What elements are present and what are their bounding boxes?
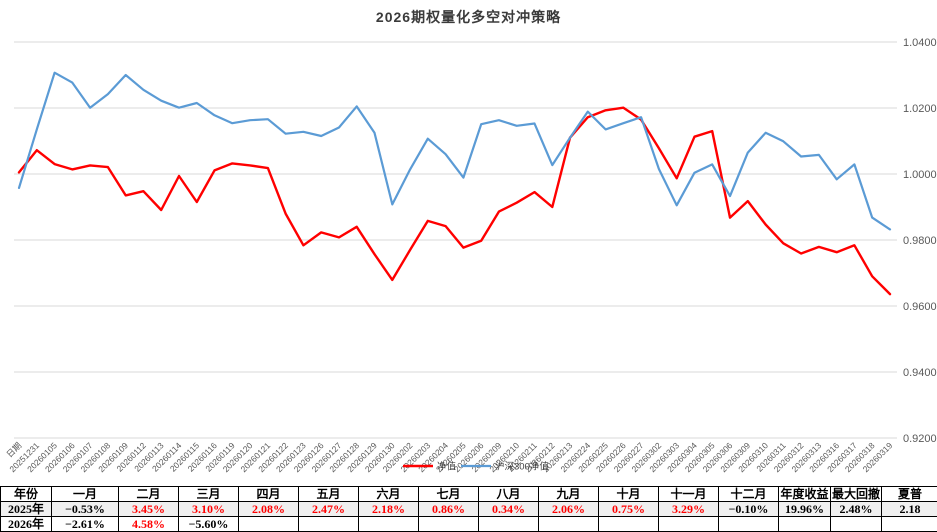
table-header-cell: 十一月 [658,486,719,502]
value-cell [881,516,937,532]
chart-title: 2026期权量化多空对冲策略 [375,9,562,25]
table-header-cell: 十二月 [718,486,779,502]
hs300-line [17,71,892,231]
y-tick-label: 0.9800 [903,235,937,247]
table-header-row: 年份 一月 二月 三月 四月 五月 六月 七月 八月 九月 十月 十一月 十二月 年度收益 最大回撤 夏普 [0,486,937,502]
value-cell: 0.86% [418,501,479,517]
value-cell: 3.45% [118,501,179,517]
legend-hs300-label: 沪深300净值 [495,461,549,473]
y-tick-label: 1.0000 [903,169,937,181]
value-cell: 19.96% [778,501,831,517]
value-cell [478,516,539,532]
y-tick-label: 1.0400 [903,37,937,49]
table-header-cell: 年份 [0,486,52,502]
value-cell [718,516,779,532]
value-cell [778,516,831,532]
value-cell [598,516,659,532]
table-header-cell: 七月 [418,486,479,502]
value-cell: 2.08% [238,501,299,517]
table-header-cell: 夏普 [881,486,937,502]
y-tick-label: 0.9600 [903,301,937,313]
table-header-cell: 年度收益 [778,486,831,502]
value-cell [658,516,719,532]
value-cell: 2.48% [830,501,882,517]
value-cell: 3.29% [658,501,719,517]
table-header-cell: 最大回撤 [830,486,882,502]
value-cell: 2.47% [298,501,359,517]
table-header-cell: 八月 [478,486,539,502]
value-cell: 0.34% [478,501,539,517]
value-cell [538,516,599,532]
table-header-cell: 五月 [298,486,359,502]
table-row: 2025年 −0.53% 3.45% 3.10% 2.08% 2.47% 2.18% 0.86… [0,501,937,517]
legend-net-value-label: 净值 [437,461,457,473]
table-header-cell: 三月 [178,486,239,502]
net-value-line [17,106,892,296]
table-header-cell: 九月 [538,486,599,502]
value-cell [358,516,419,532]
year-cell: 2026年 [0,516,52,532]
strategy-line-chart: 1.0400 1.0200 1.0000 0.9800 0.9600 0.9400 0.92… [4,37,937,474]
y-tick-label: 0.9400 [903,367,937,379]
table-head: 年份 一月 二月 三月 四月 五月 六月 七月 八月 九月 十月 十一月 十二月 年度收益 最大回撤 夏普 [0,486,937,502]
value-cell: 2.18% [358,501,419,517]
value-cell [418,516,479,532]
value-cell [830,516,882,532]
value-cell: 3.10% [178,501,239,517]
table-header-cell: 四月 [238,486,299,502]
value-cell: −2.61% [51,516,119,532]
value-cell: 4.58% [118,516,179,532]
table-header-cell: 一月 [51,486,119,502]
value-cell: 2.18 [881,501,937,517]
value-cell: −0.10% [718,501,779,517]
monthly-returns-table: 年份 一月 二月 三月 四月 五月 六月 七月 八月 九月 十月 十一月 十二月 年度收益 最大回撤 夏普 2… [0,486,937,532]
year-cell: 2025年 [0,501,52,517]
value-cell: −5.60% [178,516,239,532]
table-header-cell: 六月 [358,486,419,502]
value-cell: 2.06% [538,501,599,517]
table-body: 2025年 −0.53% 3.45% 3.10% 2.08% 2.47% 2.18% 0.86… [0,501,937,532]
value-cell [238,516,299,532]
table-header-cell: 二月 [118,486,179,502]
y-tick-label: 1.0200 [903,103,937,115]
table-header-cell: 十月 [598,486,659,502]
value-cell [298,516,359,532]
table-row: 2026年 −2.61% 4.58% −5.60% [0,516,937,532]
value-cell: 0.75% [598,501,659,517]
y-tick-label: 0.9200 [903,433,937,445]
value-cell: −0.53% [51,501,119,517]
